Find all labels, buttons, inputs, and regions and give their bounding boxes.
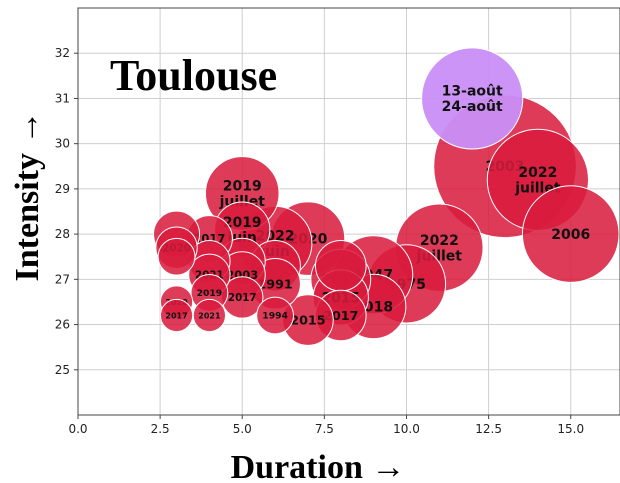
x-tick-label: 0.0 — [68, 422, 87, 436]
x-tick-label: 15.0 — [557, 422, 584, 436]
bubble-label: 2015 — [290, 313, 325, 328]
bubble-label: 2021 — [198, 311, 221, 320]
bubble-label: 2019 — [197, 288, 223, 299]
bubble-point: 2015 — [282, 294, 334, 346]
bubble-label: 1991 — [257, 276, 292, 291]
bubble-point: 13-août 24-août — [421, 47, 524, 150]
bubble-circle — [521, 185, 620, 283]
y-axis-title: Intensity → — [9, 111, 46, 282]
y-tick-label: 31 — [55, 91, 70, 105]
chart-title: Toulouse — [110, 51, 277, 100]
y-tick-label: 26 — [55, 318, 70, 332]
x-tick-label: 10.0 — [393, 422, 420, 436]
x-tick-label: 5.0 — [233, 422, 252, 436]
plot-frame — [77, 7, 620, 416]
bubble-point: 2021 — [192, 298, 226, 333]
tick-labels: 0.0 2.5 5.0 7.5 10.0 12.5 15.0 25 26 27 28 29 30 31 32 — [55, 46, 584, 436]
bubble-label: 2017 — [165, 311, 187, 320]
y-tick-label: 28 — [55, 227, 70, 241]
bubble-point — [314, 239, 367, 292]
bubble-circle — [256, 296, 294, 335]
bubble-label: 13-août 24-août — [442, 84, 503, 115]
y-tick-label: 25 — [55, 363, 70, 377]
x-tick-label: 7.5 — [315, 422, 334, 436]
bubble-circle — [192, 298, 226, 333]
bubble-circle — [159, 298, 194, 333]
bubble-label: 2017 — [228, 292, 257, 304]
bubble-label: 1994 — [262, 311, 288, 322]
bubble-circle — [157, 237, 196, 276]
bubble-point — [157, 237, 196, 276]
bubble-circle — [314, 239, 367, 292]
y-tick-label: 27 — [55, 272, 70, 286]
bubble-point: 2006 — [521, 185, 620, 283]
bubble-label: 2022 juillet — [514, 165, 561, 196]
bubble-point: 2017 — [221, 276, 264, 319]
bubble-point: 2017 — [159, 298, 194, 333]
bubble-point: 1994 — [256, 296, 294, 335]
y-tick-label: 30 — [55, 137, 70, 151]
y-tick-label: 29 — [55, 182, 70, 196]
x-tick-label: 12.5 — [475, 422, 502, 436]
bubble-label: 2006 — [551, 227, 590, 243]
x-axis-title: Duration → — [231, 449, 406, 483]
y-tick-label: 32 — [55, 46, 70, 60]
bubble-circle — [421, 47, 524, 150]
x-tick-label: 2.5 — [151, 422, 170, 436]
bubble-layer: 20032022juillet13-août24-août20062022jui… — [153, 47, 620, 346]
